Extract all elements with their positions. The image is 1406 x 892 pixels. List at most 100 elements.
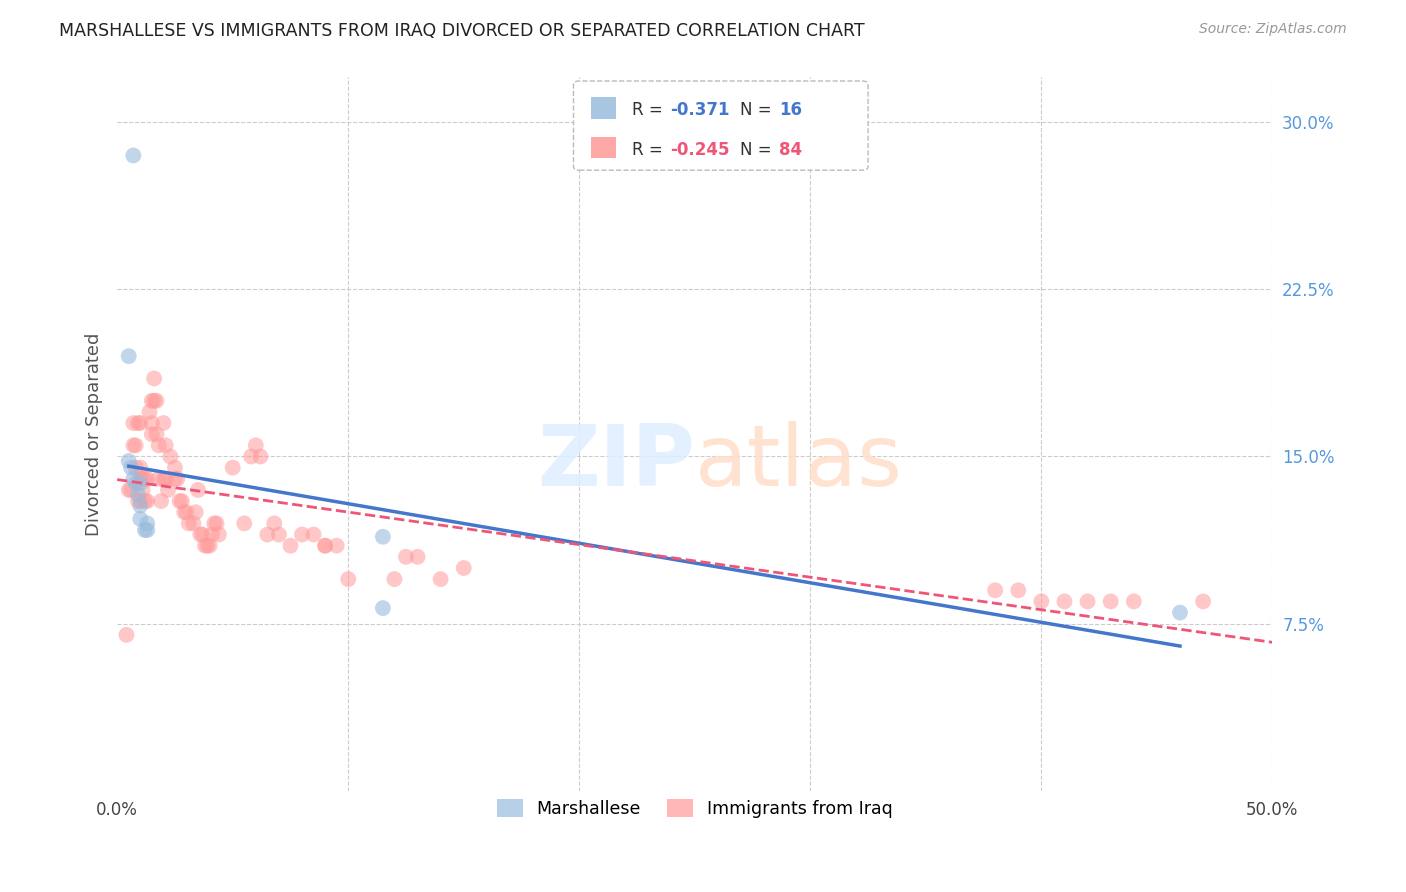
Point	[208, 527, 231, 541]
Point	[122, 472, 145, 486]
Point	[129, 499, 152, 513]
Point	[205, 516, 228, 531]
Point	[202, 516, 225, 531]
Point	[1007, 583, 1029, 598]
Point	[122, 148, 145, 162]
Point	[127, 494, 149, 508]
Text: ZIP: ZIP	[537, 421, 695, 504]
Point	[201, 527, 224, 541]
Point	[120, 460, 142, 475]
Point	[314, 539, 336, 553]
Point	[131, 472, 153, 486]
Point	[291, 527, 314, 541]
Point	[118, 483, 141, 497]
Point	[155, 472, 177, 486]
Text: N =: N =	[740, 102, 776, 120]
Point	[177, 516, 200, 531]
Point	[124, 438, 146, 452]
Point	[337, 572, 360, 586]
Point	[124, 476, 146, 491]
Point	[191, 527, 214, 541]
Point	[173, 505, 195, 519]
Point	[138, 405, 160, 419]
Point	[280, 539, 302, 553]
Point	[195, 539, 218, 553]
Point	[136, 494, 159, 508]
Point	[129, 494, 152, 508]
Point	[159, 450, 181, 464]
Text: N =: N =	[740, 141, 776, 159]
Point	[1168, 606, 1191, 620]
Point	[984, 583, 1007, 598]
Point	[256, 527, 278, 541]
Text: R =: R =	[633, 141, 668, 159]
Point	[129, 460, 152, 475]
Point	[157, 483, 180, 497]
Point	[170, 494, 193, 508]
Point	[127, 487, 149, 501]
Point	[134, 472, 156, 486]
Point	[263, 516, 285, 531]
Point	[325, 539, 347, 553]
Point	[127, 416, 149, 430]
Point	[406, 549, 429, 564]
Bar	[591, 136, 616, 158]
Point	[152, 472, 174, 486]
FancyBboxPatch shape	[574, 81, 868, 170]
Point	[222, 460, 245, 475]
Point	[183, 516, 205, 531]
Text: 84: 84	[779, 141, 803, 159]
Point	[145, 427, 167, 442]
Point	[155, 438, 177, 452]
Point	[240, 450, 263, 464]
Point	[176, 505, 198, 519]
Point	[129, 416, 152, 430]
Point	[145, 393, 167, 408]
Y-axis label: Divorced or Separated: Divorced or Separated	[86, 333, 103, 536]
Point	[1077, 594, 1099, 608]
Point	[131, 483, 153, 497]
Point	[152, 416, 174, 430]
Text: Source: ZipAtlas.com: Source: ZipAtlas.com	[1199, 22, 1347, 37]
Point	[194, 539, 217, 553]
Point	[134, 494, 156, 508]
Point	[136, 523, 159, 537]
Point	[190, 527, 212, 541]
Point	[148, 438, 170, 452]
Text: atlas: atlas	[695, 421, 903, 504]
Point	[141, 416, 163, 430]
Point	[136, 472, 159, 486]
Point	[1192, 594, 1215, 608]
Text: 16: 16	[779, 102, 803, 120]
Point	[245, 438, 267, 452]
Point	[141, 393, 163, 408]
Point	[129, 472, 152, 486]
Point	[1122, 594, 1144, 608]
Point	[384, 572, 406, 586]
Point	[141, 427, 163, 442]
Point	[118, 349, 141, 363]
Point	[1053, 594, 1076, 608]
Legend: Marshallese, Immigrants from Iraq: Marshallese, Immigrants from Iraq	[489, 792, 900, 825]
Point	[371, 601, 394, 615]
Point	[115, 628, 138, 642]
Text: -0.371: -0.371	[671, 102, 730, 120]
Text: R =: R =	[633, 102, 668, 120]
Text: MARSHALLESE VS IMMIGRANTS FROM IRAQ DIVORCED OR SEPARATED CORRELATION CHART: MARSHALLESE VS IMMIGRANTS FROM IRAQ DIVO…	[59, 22, 865, 40]
Point	[124, 460, 146, 475]
Point	[129, 512, 152, 526]
Point	[122, 438, 145, 452]
Point	[129, 476, 152, 491]
Point	[163, 472, 186, 486]
Point	[233, 516, 256, 531]
Point	[136, 516, 159, 531]
Point	[267, 527, 290, 541]
Point	[150, 494, 173, 508]
Point	[163, 460, 186, 475]
Point	[169, 494, 191, 508]
Point	[118, 454, 141, 468]
Point	[371, 530, 394, 544]
Text: -0.245: -0.245	[671, 141, 730, 159]
Point	[453, 561, 475, 575]
Point	[1031, 594, 1053, 608]
